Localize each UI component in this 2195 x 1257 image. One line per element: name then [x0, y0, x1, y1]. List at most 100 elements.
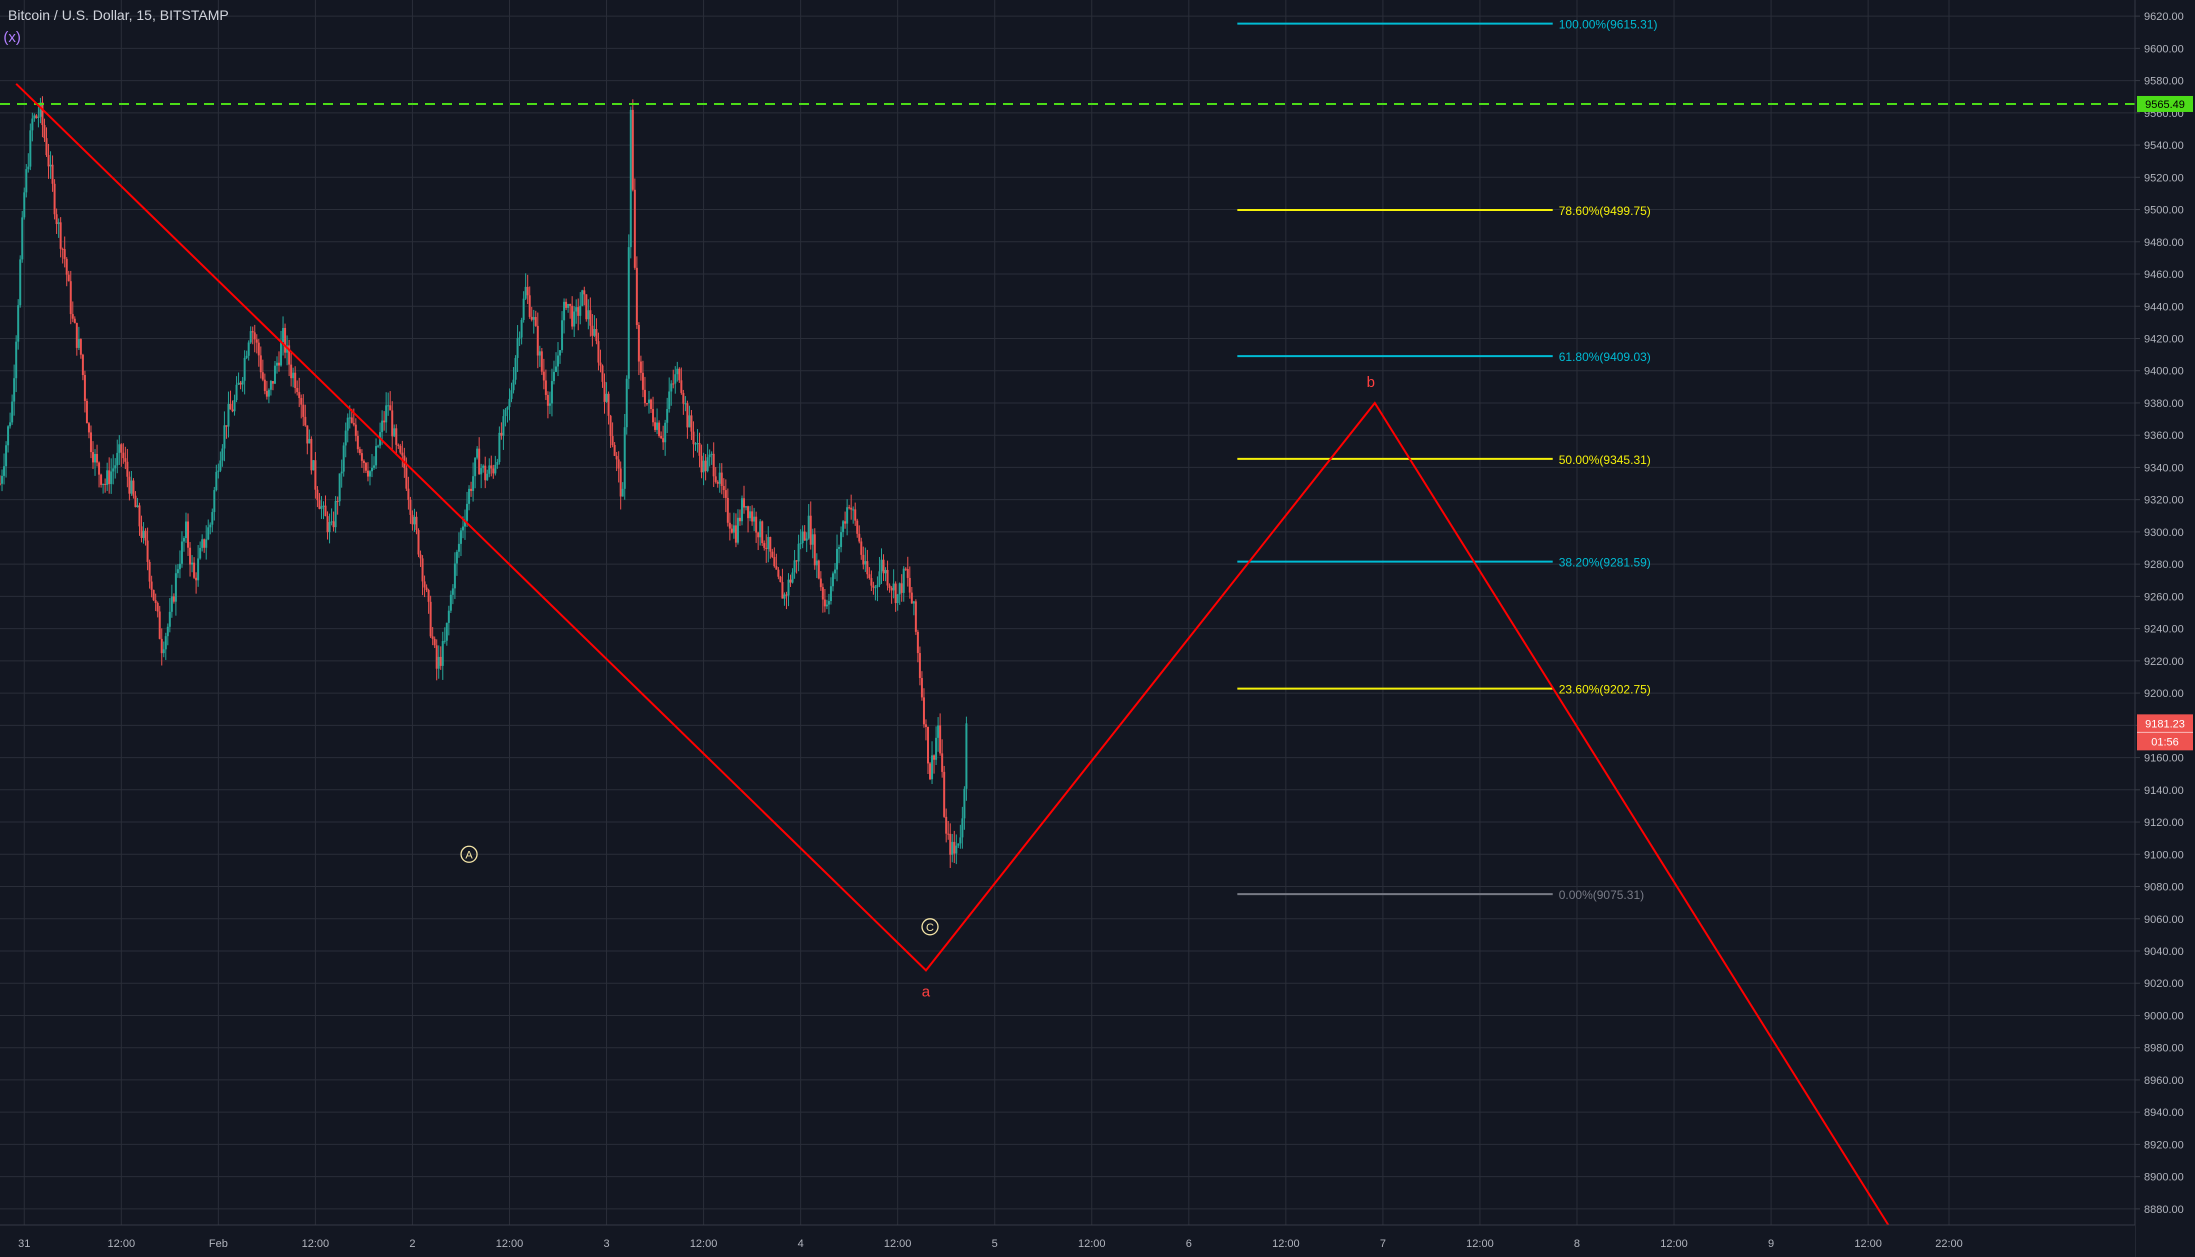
candle-body: [571, 305, 574, 327]
candle-body: [55, 214, 58, 225]
price-tick-label: 9600.00: [2144, 43, 2184, 55]
resistance-price-label: 9565.49: [2145, 99, 2185, 111]
candle-body: [314, 460, 317, 490]
candle-body: [941, 753, 944, 772]
candle-body: [449, 594, 452, 611]
candle-body: [831, 573, 834, 587]
candle-body: [185, 521, 188, 539]
candle-body: [743, 498, 746, 508]
candle-body: [102, 483, 105, 485]
candle-body: [658, 422, 661, 436]
candle-body: [579, 305, 582, 316]
candle-body: [421, 558, 424, 582]
candle-body: [728, 522, 731, 529]
candle-body: [785, 594, 788, 596]
candle-body: [360, 453, 363, 461]
candle-body: [385, 405, 388, 423]
candle-body: [625, 378, 628, 428]
fibonacci-retracement[interactable]: 100.00%(9615.31) 78.60%(9499.75) 61.80%(94…: [1237, 18, 1657, 902]
candle-body: [180, 541, 183, 564]
candle-body: [787, 579, 790, 596]
candle-body: [872, 585, 875, 588]
candle-body: [375, 446, 378, 466]
candle-body: [801, 531, 804, 544]
candle-body: [429, 601, 432, 637]
candle-body: [793, 560, 796, 573]
fib-level-label: 38.20%(9281.59): [1559, 556, 1651, 570]
candle-body: [468, 488, 471, 504]
candle-body: [951, 841, 954, 855]
candle-body: [138, 505, 141, 527]
price-tick-label: 9420.00: [2144, 333, 2184, 345]
candle-body: [318, 500, 321, 509]
candle-body: [619, 468, 622, 497]
candle-body: [328, 522, 331, 533]
price-tick-label: 9400.00: [2144, 366, 2184, 378]
candle-body: [678, 368, 681, 381]
candle-body: [817, 560, 820, 579]
candle-body: [518, 337, 521, 339]
candle-body: [906, 569, 909, 578]
candle-body: [698, 443, 701, 456]
candle-body: [595, 329, 598, 342]
time-tick-label: 12:00: [108, 1238, 136, 1250]
fib-level-label: 50.00%(9345.31): [1559, 453, 1651, 467]
price-axis-background: [2135, 0, 2195, 1257]
candle-body: [631, 109, 634, 190]
candle-body: [100, 474, 103, 485]
candle-body: [666, 408, 669, 423]
candle-body: [706, 457, 709, 472]
candle-body: [965, 723, 968, 789]
candle-body: [949, 833, 952, 855]
price-tick-label: 9220.00: [2144, 656, 2184, 668]
candle-body: [918, 653, 921, 679]
candle-body: [189, 547, 192, 565]
time-tick-label: 2: [409, 1238, 415, 1250]
candle-body: [417, 529, 420, 555]
candle-body: [243, 357, 246, 381]
grid: [0, 0, 2135, 1225]
candle-body: [332, 521, 335, 528]
candle-body: [447, 610, 450, 623]
candle-body: [890, 587, 893, 591]
candle-body: [530, 316, 533, 320]
price-tick-label: 9060.00: [2144, 914, 2184, 926]
candle-body: [144, 530, 147, 541]
candle-body: [300, 398, 303, 405]
candle-body: [368, 471, 371, 477]
candle-body: [221, 448, 224, 461]
candle-body: [457, 543, 460, 552]
candle-body: [516, 338, 519, 358]
candle-body: [199, 547, 202, 559]
candle-body: [237, 382, 240, 385]
candle-body: [933, 755, 936, 760]
candle-body: [1, 475, 4, 484]
candle-body: [718, 472, 721, 484]
candle-body: [69, 281, 72, 315]
candle-body: [201, 539, 204, 548]
candle-body: [71, 314, 74, 319]
candle-body: [939, 725, 942, 754]
time-tick-label: 8: [1574, 1238, 1580, 1250]
candle-body: [350, 417, 353, 423]
candle-body: [736, 517, 739, 543]
candle-body: [53, 183, 56, 215]
wave-projection-path[interactable]: [15, 83, 1890, 1226]
candle-body: [419, 554, 422, 559]
candle-body: [755, 516, 758, 533]
price-axis[interactable]: 8880.00 8900.00 8920.00 8940.00 8960.00 8980.…: [2134, 0, 2195, 1257]
candle-body: [860, 541, 863, 555]
candle-body: [35, 115, 38, 118]
candle-body: [17, 305, 20, 342]
candle-body: [326, 516, 329, 533]
fib-level-label: 23.60%(9202.75): [1559, 683, 1651, 697]
candle-body: [876, 584, 879, 588]
time-axis[interactable]: 31 12:00 Feb 12:00 2 12:00 3 12:00 4 12:00 5 12:00 6…: [0, 1224, 2135, 1257]
candle-body: [567, 304, 570, 308]
wave-label: b: [1367, 374, 1375, 391]
candle-body: [488, 465, 491, 474]
candle-body: [694, 443, 697, 445]
price-tick-label: 9300.00: [2144, 527, 2184, 539]
